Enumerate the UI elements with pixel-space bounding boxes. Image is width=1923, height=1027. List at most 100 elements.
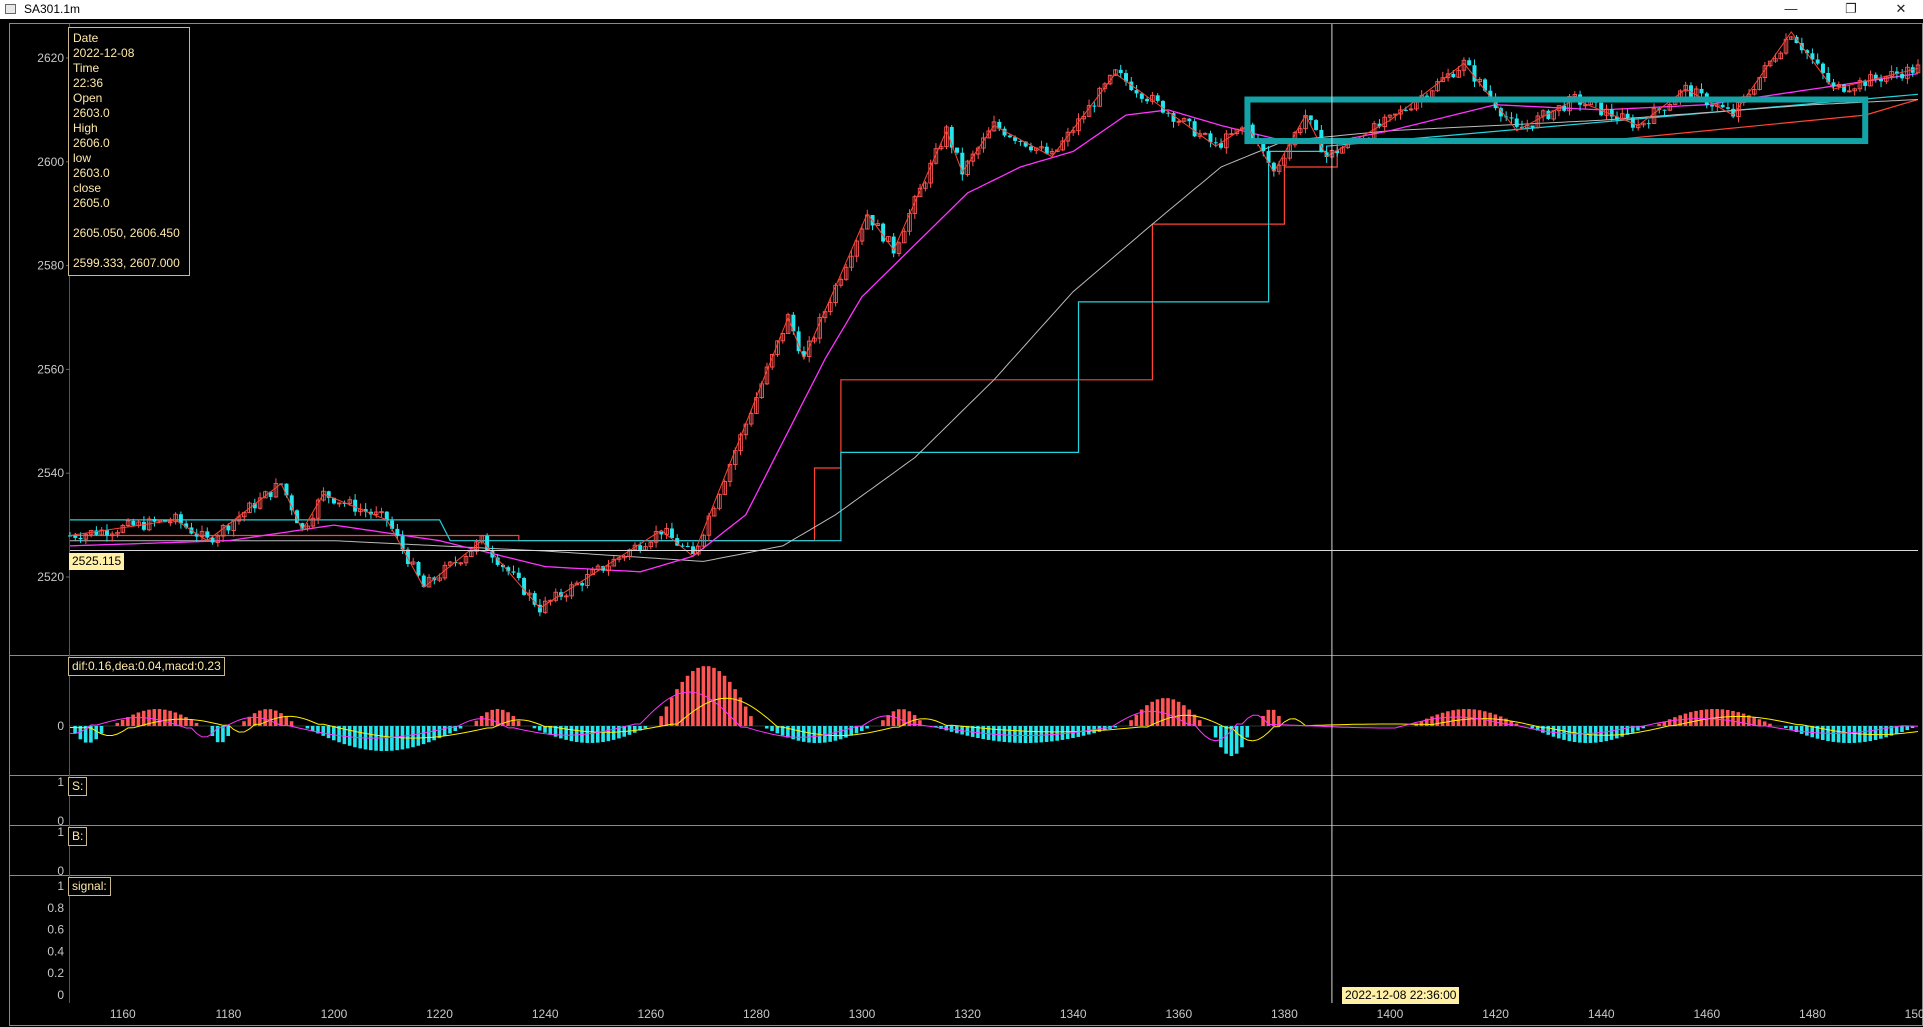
macd-histogram-bar xyxy=(749,716,753,726)
info-line: High xyxy=(73,121,98,135)
macd-histogram-bar xyxy=(965,726,970,736)
macd-histogram-bar xyxy=(1493,714,1498,726)
candle-body xyxy=(395,528,400,537)
macd-histogram-bar xyxy=(99,726,104,734)
candle-body xyxy=(638,545,643,551)
candle-body xyxy=(1625,113,1630,119)
candle-body xyxy=(210,537,215,543)
macd-histogram-bar xyxy=(131,714,135,726)
macd-histogram-bar xyxy=(1007,726,1012,743)
info-line: Time xyxy=(73,61,100,75)
macd-histogram-bar xyxy=(812,726,817,743)
macd-histogram-bar xyxy=(1799,726,1804,734)
candle-body xyxy=(1408,108,1414,111)
candle-body xyxy=(405,549,410,565)
candle-body xyxy=(1107,74,1113,85)
candle-body xyxy=(1192,121,1197,137)
macd-histogram-bar xyxy=(611,726,616,740)
macd-histogram-bar xyxy=(1852,726,1857,743)
macd-histogram-bar xyxy=(764,726,769,729)
panel-frames xyxy=(9,23,1923,1026)
macd-histogram-bar xyxy=(78,726,83,740)
macd-histogram-bar xyxy=(601,726,605,743)
macd-histogram-bar xyxy=(1905,726,1910,731)
candle-body xyxy=(500,564,505,568)
info-line: 22:36 xyxy=(73,76,104,90)
x-tick-label: 1480 xyxy=(1799,1007,1826,1021)
macd-histogram-bar xyxy=(675,689,679,726)
crosshair-time-label: 2022-12-08 22:36:00 xyxy=(1342,987,1460,1004)
candle-body xyxy=(564,595,569,598)
macd-histogram-bar xyxy=(1044,726,1049,742)
candle-body xyxy=(78,537,83,540)
macd-histogram-bar xyxy=(1599,726,1603,743)
macd-histogram-bar xyxy=(178,714,183,726)
macd-histogram-bar xyxy=(896,709,901,726)
candle-body xyxy=(1646,123,1651,125)
macd-histogram-bar xyxy=(1060,726,1065,740)
signal-tick-label: 0.6 xyxy=(47,923,64,937)
candle-body xyxy=(785,314,791,334)
candle-body xyxy=(923,182,928,189)
candle-body xyxy=(796,331,801,352)
candle-body xyxy=(1187,118,1192,122)
macd-histogram-bar xyxy=(728,681,732,726)
candle-body xyxy=(220,525,226,537)
macd-histogram-bar xyxy=(632,726,637,733)
app-window-icon xyxy=(5,4,16,14)
macd-histogram-bar xyxy=(405,726,410,749)
macd-histogram-bar xyxy=(823,726,827,743)
candle-body xyxy=(184,523,189,528)
candle-body xyxy=(1731,108,1736,117)
candle-body xyxy=(379,511,384,514)
macd-histogram-bar xyxy=(442,726,447,736)
candle-body xyxy=(970,153,976,162)
macd-histogram-bar xyxy=(189,719,194,726)
info-line xyxy=(73,211,185,226)
candle-body xyxy=(748,412,754,425)
candle-body xyxy=(1842,84,1847,92)
candle-body xyxy=(1271,162,1276,172)
candle-body xyxy=(1820,63,1825,73)
candle-body xyxy=(1403,109,1408,111)
candle-body xyxy=(1857,80,1863,90)
candle-body xyxy=(1879,79,1884,82)
macd-histogram-bar xyxy=(865,726,869,729)
candle-body xyxy=(1514,118,1519,127)
macd-histogram-bar xyxy=(152,709,157,726)
x-tick-label: 1400 xyxy=(1377,1007,1404,1021)
candle-body xyxy=(1826,72,1831,83)
candle-body xyxy=(115,531,120,535)
minimize-button[interactable]: — xyxy=(1784,1,1798,16)
candle-body xyxy=(1852,88,1857,92)
channel-upper-line xyxy=(70,98,1919,542)
macd-histogram-bar xyxy=(289,721,294,726)
macd-histogram-bar xyxy=(136,712,141,726)
candle-body xyxy=(131,520,136,526)
candle-body xyxy=(300,523,305,529)
candle-body xyxy=(1197,133,1203,137)
x-tick-label: 1360 xyxy=(1165,1007,1192,1021)
macd-histogram-bar xyxy=(337,726,341,743)
candle-body xyxy=(68,535,72,537)
panel-tick-label: 1 xyxy=(57,825,64,839)
candle-body xyxy=(1276,164,1282,172)
candle-body xyxy=(1725,107,1730,109)
close-button[interactable]: ✕ xyxy=(1895,1,1907,16)
candle-body xyxy=(1028,146,1033,151)
candle-body xyxy=(1202,132,1208,135)
macd-histogram-bar xyxy=(252,713,257,726)
y-tick-label: 2540 xyxy=(37,466,64,480)
chart-canvas[interactable]: 2520 2540 2560 2580 2600 2620 1160 1180 1200 1220… xyxy=(0,19,1923,1027)
candle-body xyxy=(653,531,659,543)
macd-histogram-bar xyxy=(569,726,574,742)
highlight-box-group xyxy=(1244,96,1869,145)
macd-histogram-bar xyxy=(1155,699,1160,726)
candle-body xyxy=(1377,123,1382,127)
candle-body xyxy=(94,530,99,535)
candle-body xyxy=(1124,73,1128,82)
candle-body xyxy=(363,509,368,512)
candle-body xyxy=(896,242,902,254)
restore-button[interactable]: ❐ xyxy=(1845,1,1857,16)
candle-body xyxy=(949,126,954,148)
